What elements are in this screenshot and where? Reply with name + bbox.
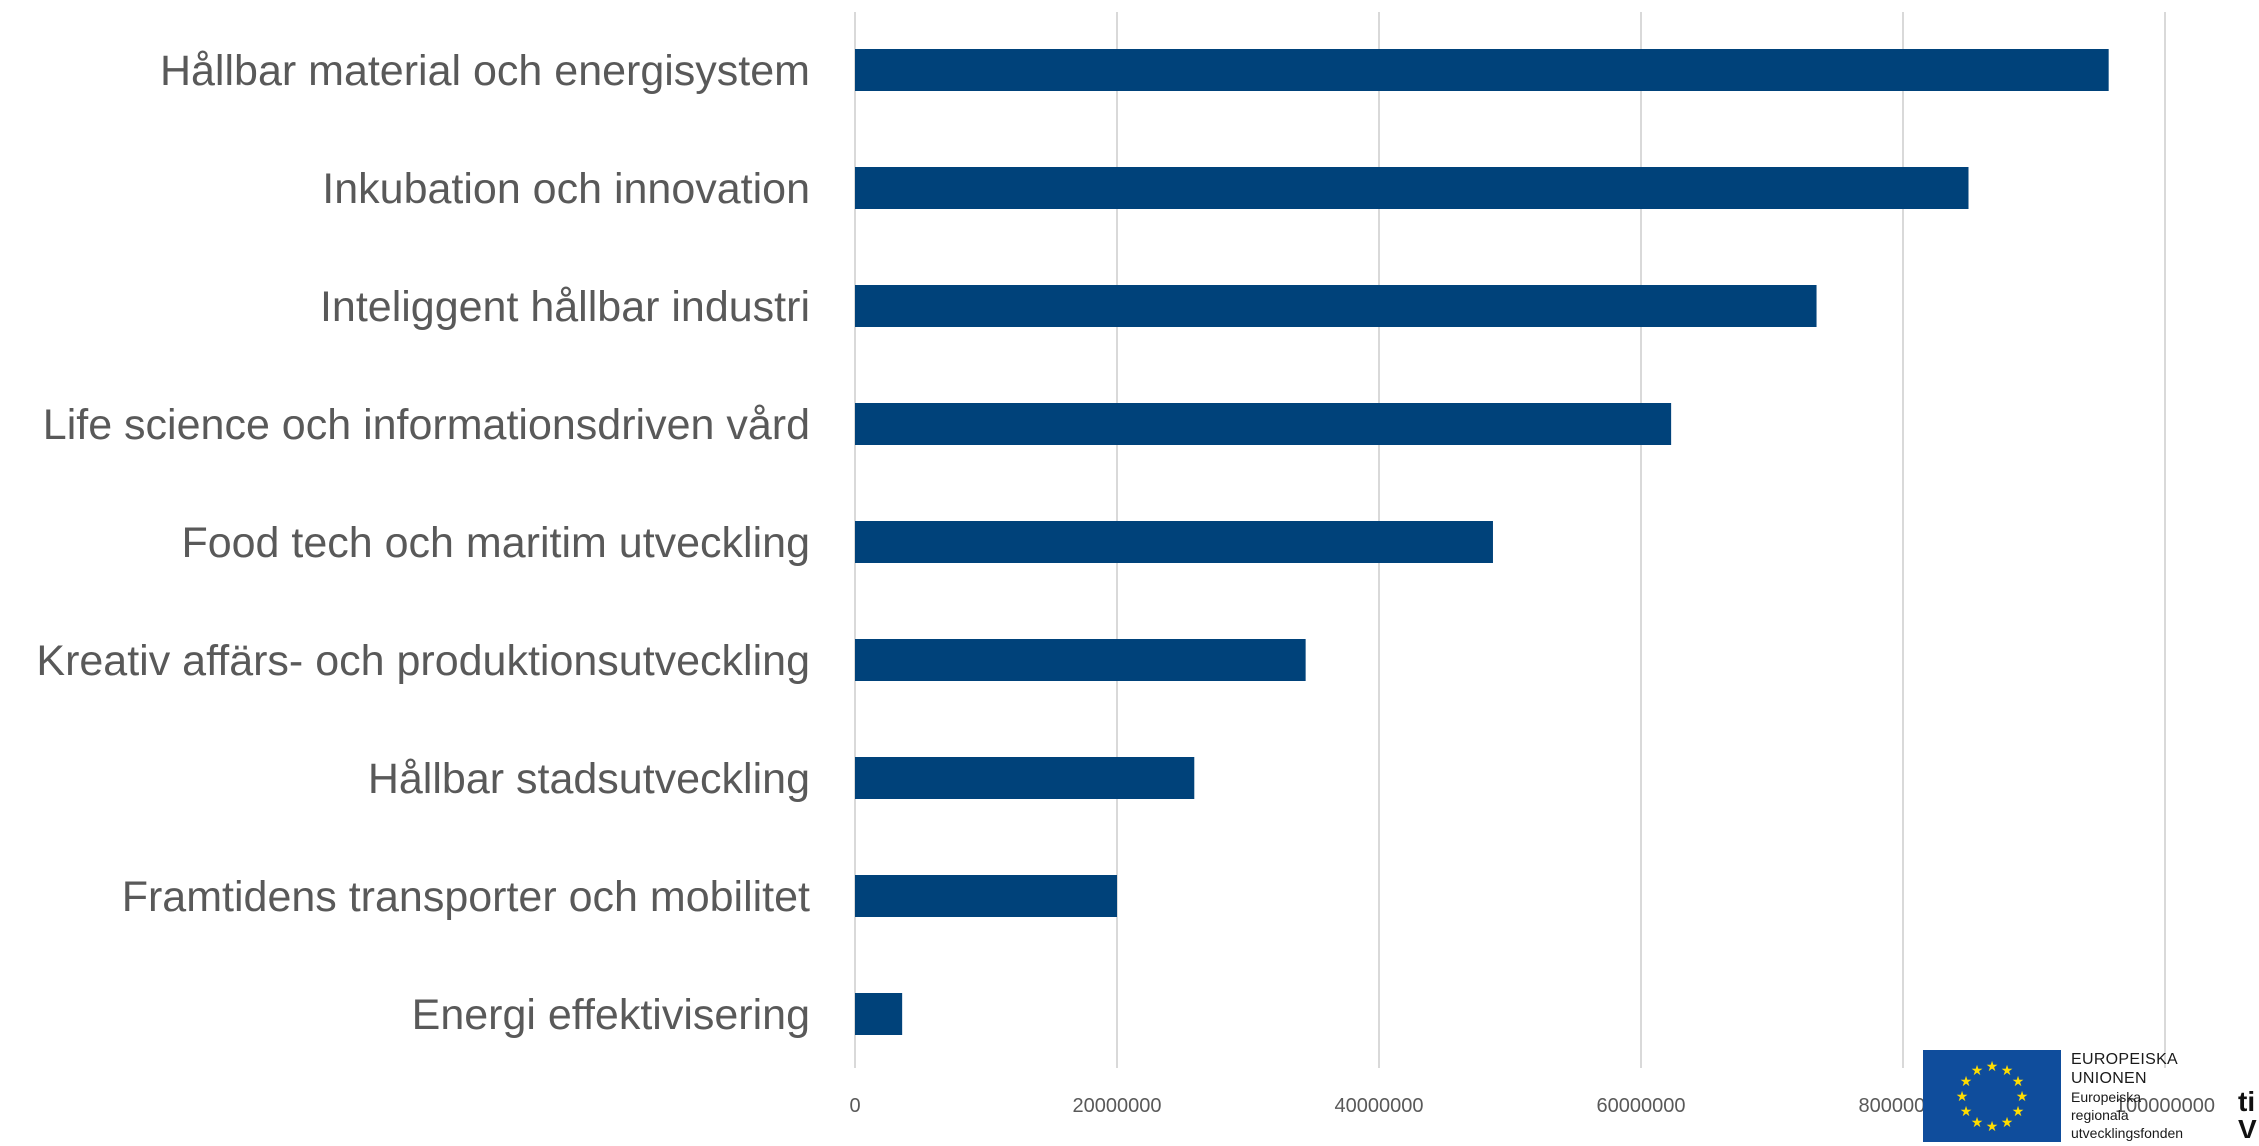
- eu-logo-text: EUROPEISKA UNIONEN Europeiska regionala …: [2071, 1050, 2196, 1142]
- category-label: Inteliggent hållbar industri: [320, 283, 810, 331]
- x-tick-label: 40000000: [1335, 1095, 1424, 1117]
- bar: [855, 285, 1817, 327]
- x-tick-label: 0: [849, 1095, 860, 1117]
- fund-text-line: utvecklingsfonden: [2071, 1125, 2184, 1141]
- corner-text-line: V: [2238, 1114, 2257, 1139]
- x-tick-label: 60000000: [1597, 1095, 1686, 1117]
- star-icon: ★: [2001, 1063, 2014, 1079]
- star-icon: ★: [1986, 1059, 1999, 1075]
- category-label: Framtidens transporter och mobilitet: [122, 873, 810, 921]
- eu-text-line: EUROPEISKA: [2071, 1051, 2179, 1068]
- star-icon: ★: [1956, 1089, 1969, 1105]
- bar: [855, 875, 1117, 917]
- bar: [855, 521, 1493, 563]
- eu-flag-icon: ★ ★ ★ ★ ★ ★ ★ ★ ★ ★ ★ ★: [1923, 1050, 2061, 1142]
- bar: [855, 167, 1969, 209]
- category-label: Hållbar stadsutveckling: [368, 755, 810, 803]
- star-icon: ★: [1971, 1063, 1984, 1079]
- category-label: Inkubation och innovation: [322, 165, 810, 213]
- bar: [855, 49, 2109, 91]
- category-label: Food tech och maritim utveckling: [181, 519, 810, 567]
- x-tick-label: 20000000: [1073, 1095, 1162, 1117]
- category-labels: Hållbar material och energisystem Inkubat…: [36, 47, 810, 1039]
- star-icon: ★: [2016, 1089, 2029, 1105]
- corner-logo-fragment: ti V: [2238, 1088, 2259, 1138]
- fund-text-line: regionala: [2071, 1107, 2129, 1123]
- star-icon: ★: [1960, 1104, 1973, 1120]
- star-icon: ★: [1960, 1074, 1973, 1090]
- bar: [855, 757, 1195, 799]
- category-label: Hållbar material och energisystem: [160, 47, 810, 95]
- eu-text-line: UNIONEN: [2071, 1070, 2147, 1087]
- bar: [855, 993, 903, 1035]
- corner-text-line: ti: [2238, 1088, 2256, 1117]
- category-label: Life science och informationsdriven vård: [43, 401, 810, 449]
- fund-text-line: Europeiska: [2071, 1089, 2142, 1105]
- category-label: Kreativ affärs- och produktionsutvecklin…: [36, 637, 810, 685]
- star-icon: ★: [1971, 1115, 1984, 1131]
- bar: [855, 403, 1672, 445]
- bars: [855, 49, 2109, 1035]
- star-icon: ★: [2012, 1074, 2025, 1090]
- star-icon: ★: [2001, 1115, 2014, 1131]
- star-icon: ★: [1986, 1119, 1999, 1135]
- eu-logo: ★ ★ ★ ★ ★ ★ ★ ★ ★ ★ ★ ★ EUROPEISKA UNIONEN Europeis…: [1923, 1050, 2193, 1146]
- star-icon: ★: [2012, 1104, 2025, 1120]
- bar: [855, 639, 1306, 681]
- category-label: Energi effektivisering: [412, 991, 810, 1039]
- x-tick-label: 100000000: [2115, 1095, 2215, 1117]
